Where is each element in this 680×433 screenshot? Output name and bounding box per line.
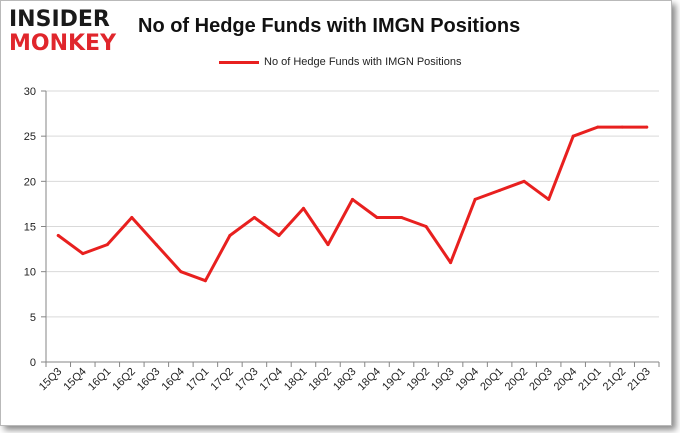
logo-text-top: INSIDER: [9, 7, 110, 32]
data-point: [596, 125, 600, 129]
insider-monkey-logo: INSIDER MONKEY: [9, 9, 129, 59]
y-tick-label: 15: [24, 222, 36, 234]
x-tick-label: 19Q2: [405, 366, 433, 394]
x-tick-label: 17Q3: [233, 366, 261, 394]
x-tick-label: 20Q1: [478, 366, 506, 394]
x-tick-label: 20Q3: [527, 366, 555, 394]
data-point: [449, 261, 453, 265]
x-tick-label: 16Q1: [86, 366, 114, 394]
x-tick-label: 17Q1: [184, 366, 212, 394]
x-tick-label: 20Q2: [503, 366, 531, 394]
y-tick-label: 10: [24, 267, 36, 279]
y-tick-label: 25: [24, 131, 36, 143]
data-point: [571, 134, 575, 138]
series: [56, 125, 649, 283]
x-tick-label: 18Q4: [356, 366, 384, 394]
y-tick-label: 20: [24, 176, 36, 188]
data-point: [424, 225, 428, 228]
data-point: [522, 179, 526, 183]
logo-text-bottom: MONKEY: [9, 31, 117, 56]
data-point: [154, 243, 158, 247]
x-tick-label: 20Q4: [552, 366, 580, 394]
y-tick-label: 5: [30, 312, 36, 324]
data-point: [81, 252, 85, 256]
data-point: [620, 125, 624, 129]
x-tick-label: 17Q4: [258, 366, 286, 394]
x-tick-label: 16Q3: [135, 366, 163, 394]
x-tick-label: 19Q4: [454, 366, 482, 394]
data-point: [301, 206, 305, 210]
gridlines: [46, 90, 659, 318]
data-point: [56, 234, 60, 238]
data-point: [277, 234, 281, 238]
x-tick-label: 19Q1: [380, 366, 408, 394]
x-tick-label: 18Q2: [307, 366, 335, 394]
data-point: [645, 125, 649, 129]
x-tick-label: 21Q3: [625, 366, 653, 394]
x-tick-label: 16Q2: [110, 366, 138, 394]
data-point: [473, 197, 477, 201]
x-tick-label: 18Q3: [331, 366, 359, 394]
data-point: [228, 234, 232, 238]
axes: [41, 90, 660, 367]
y-tick-label: 0: [30, 357, 36, 369]
x-tick-label: 15Q3: [37, 366, 65, 394]
chart-frame: INSIDER MONKEY No of Hedge Funds with IM…: [0, 0, 672, 426]
data-point: [375, 215, 379, 219]
legend-swatch: [219, 60, 259, 64]
data-point: [498, 188, 502, 192]
x-tick-label: 21Q2: [601, 366, 629, 394]
x-tick-label: 21Q1: [576, 366, 604, 394]
x-tick-label: 19Q3: [429, 366, 457, 394]
data-point: [547, 197, 551, 201]
x-tick-label: 17Q2: [208, 366, 236, 394]
data-point: [105, 243, 109, 247]
data-point: [203, 279, 207, 283]
y-tick-labels: 0 5 10 15 20 25 30: [24, 86, 36, 369]
legend: No of Hedge Funds with IMGN Positions: [219, 56, 461, 68]
chart-title: No of Hedge Funds with IMGN Positions: [138, 15, 521, 37]
data-point: [130, 215, 134, 219]
series-line-0: [56, 125, 649, 283]
x-tick-labels: 15Q315Q416Q116Q216Q316Q417Q117Q217Q317Q4…: [37, 366, 653, 394]
data-point: [351, 197, 354, 201]
data-point: [326, 243, 330, 247]
data-point: [179, 270, 183, 274]
y-tick-label: 30: [24, 86, 36, 98]
data-point: [400, 215, 404, 219]
x-tick-label: 18Q1: [282, 366, 310, 394]
data-point: [252, 215, 256, 219]
x-tick-label: 16Q4: [159, 366, 187, 394]
x-tick-label: 15Q4: [61, 366, 89, 394]
legend-label: No of Hedge Funds with IMGN Positions: [264, 56, 462, 68]
